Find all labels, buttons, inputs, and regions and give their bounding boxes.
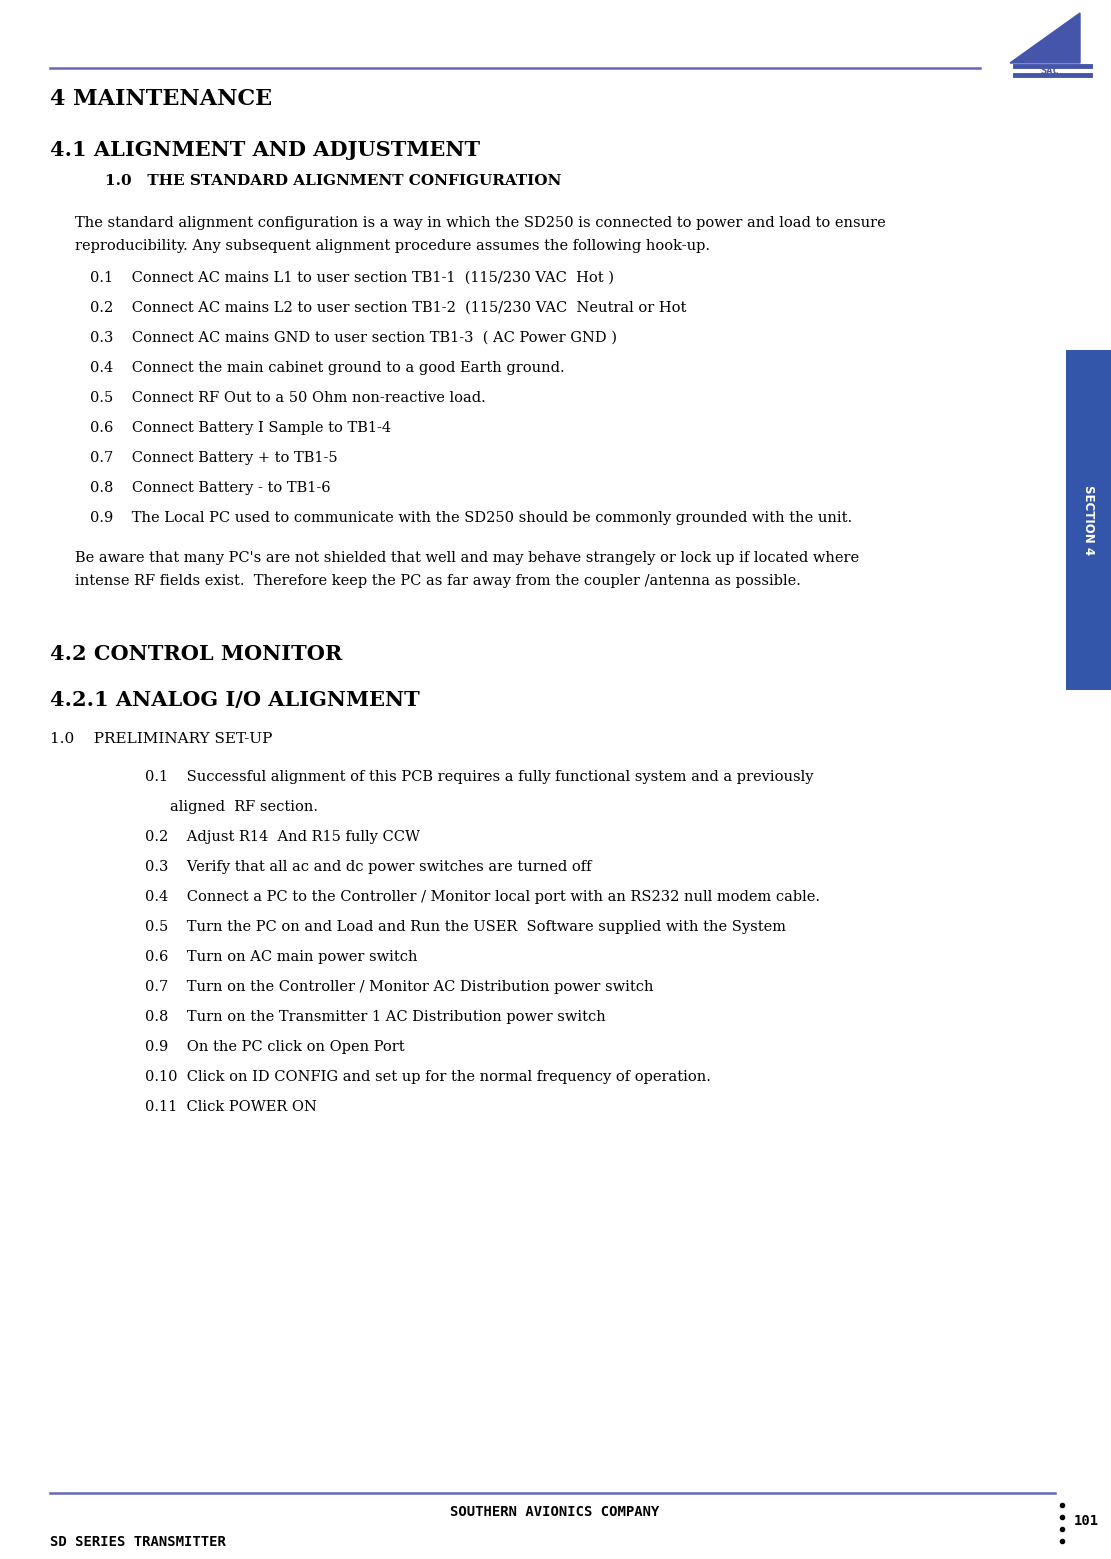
Text: 0.10  Click on ID CONFIG and set up for the normal frequency of operation.: 0.10 Click on ID CONFIG and set up for t… <box>146 1069 711 1084</box>
Text: aligned  RF section.: aligned RF section. <box>170 800 318 814</box>
Text: SAC: SAC <box>1041 65 1060 76</box>
Text: 1.0    PRELIMINARY SET-UP: 1.0 PRELIMINARY SET-UP <box>50 733 272 747</box>
Text: 0.8    Turn on the Transmitter 1 AC Distribution power switch: 0.8 Turn on the Transmitter 1 AC Distrib… <box>146 1010 605 1024</box>
Text: The standard alignment configuration is a way in which the SD250 is connected to: The standard alignment configuration is … <box>76 217 885 231</box>
Text: SD SERIES TRANSMITTER: SD SERIES TRANSMITTER <box>50 1536 226 1550</box>
Text: 0.3    Connect AC mains GND to user section TB1-3  ( AC Power GND ): 0.3 Connect AC mains GND to user section… <box>90 331 617 345</box>
Text: 0.6    Connect Battery I Sample to TB1-4: 0.6 Connect Battery I Sample to TB1-4 <box>90 421 391 435</box>
Polygon shape <box>1010 12 1080 62</box>
Text: 0.6    Turn on AC main power switch: 0.6 Turn on AC main power switch <box>146 949 418 963</box>
Text: 0.2    Adjust R14  And R15 fully CCW: 0.2 Adjust R14 And R15 fully CCW <box>146 829 420 843</box>
Text: 4.1 ALIGNMENT AND ADJUSTMENT: 4.1 ALIGNMENT AND ADJUSTMENT <box>50 140 480 161</box>
Text: 0.3    Verify that all ac and dc power switches are turned off: 0.3 Verify that all ac and dc power swit… <box>146 861 591 875</box>
Text: 101: 101 <box>1074 1514 1099 1528</box>
Text: reproducibility. Any subsequent alignment procedure assumes the following hook-u: reproducibility. Any subsequent alignmen… <box>76 239 710 253</box>
FancyBboxPatch shape <box>1065 351 1111 691</box>
Text: 0.1    Successful alignment of this PCB requires a fully functional system and a: 0.1 Successful alignment of this PCB req… <box>146 770 813 784</box>
Text: 0.7    Turn on the Controller / Monitor AC Distribution power switch: 0.7 Turn on the Controller / Monitor AC … <box>146 981 653 995</box>
Text: 0.5    Connect RF Out to a 50 Ohm non-reactive load.: 0.5 Connect RF Out to a 50 Ohm non-react… <box>90 391 486 405</box>
Text: SOUTHERN AVIONICS COMPANY: SOUTHERN AVIONICS COMPANY <box>450 1504 660 1518</box>
Text: 0.2    Connect AC mains L2 to user section TB1-2  (115/230 VAC  Neutral or Hot: 0.2 Connect AC mains L2 to user section … <box>90 301 687 315</box>
Text: 0.5    Turn the PC on and Load and Run the USER  Software supplied with the Syst: 0.5 Turn the PC on and Load and Run the … <box>146 920 785 934</box>
Text: 0.9    The Local PC used to communicate with the SD250 should be commonly ground: 0.9 The Local PC used to communicate wit… <box>90 511 852 525</box>
Text: Be aware that many PC's are not shielded that well and may behave strangely or l: Be aware that many PC's are not shielded… <box>76 550 859 564</box>
Text: SECTION 4: SECTION 4 <box>1082 485 1095 555</box>
Text: 0.7    Connect Battery + to TB1-5: 0.7 Connect Battery + to TB1-5 <box>90 451 342 465</box>
Text: 4 MAINTENANCE: 4 MAINTENANCE <box>50 87 272 111</box>
Text: 0.9    On the PC click on Open Port: 0.9 On the PC click on Open Port <box>146 1040 404 1054</box>
Text: intense RF fields exist.  Therefore keep the PC as far away from the coupler /an: intense RF fields exist. Therefore keep … <box>76 574 801 588</box>
Text: 0.1    Connect AC mains L1 to user section TB1-1  (115/230 VAC  Hot ): 0.1 Connect AC mains L1 to user section … <box>90 271 614 285</box>
Text: 4.2 CONTROL MONITOR: 4.2 CONTROL MONITOR <box>50 644 342 664</box>
Text: 0.8    Connect Battery - to TB1-6: 0.8 Connect Battery - to TB1-6 <box>90 482 331 496</box>
Text: 1.0   THE STANDARD ALIGNMENT CONFIGURATION: 1.0 THE STANDARD ALIGNMENT CONFIGURATION <box>106 175 561 189</box>
Text: 0.4    Connect a PC to the Controller / Monitor local port with an RS232 null mo: 0.4 Connect a PC to the Controller / Mon… <box>146 890 820 904</box>
Text: 4.2.1 ANALOG I/O ALIGNMENT: 4.2.1 ANALOG I/O ALIGNMENT <box>50 691 420 709</box>
Text: 0.4    Connect the main cabinet ground to a good Earth ground.: 0.4 Connect the main cabinet ground to a… <box>90 362 564 376</box>
Text: 0.11  Click POWER ON: 0.11 Click POWER ON <box>146 1101 317 1115</box>
